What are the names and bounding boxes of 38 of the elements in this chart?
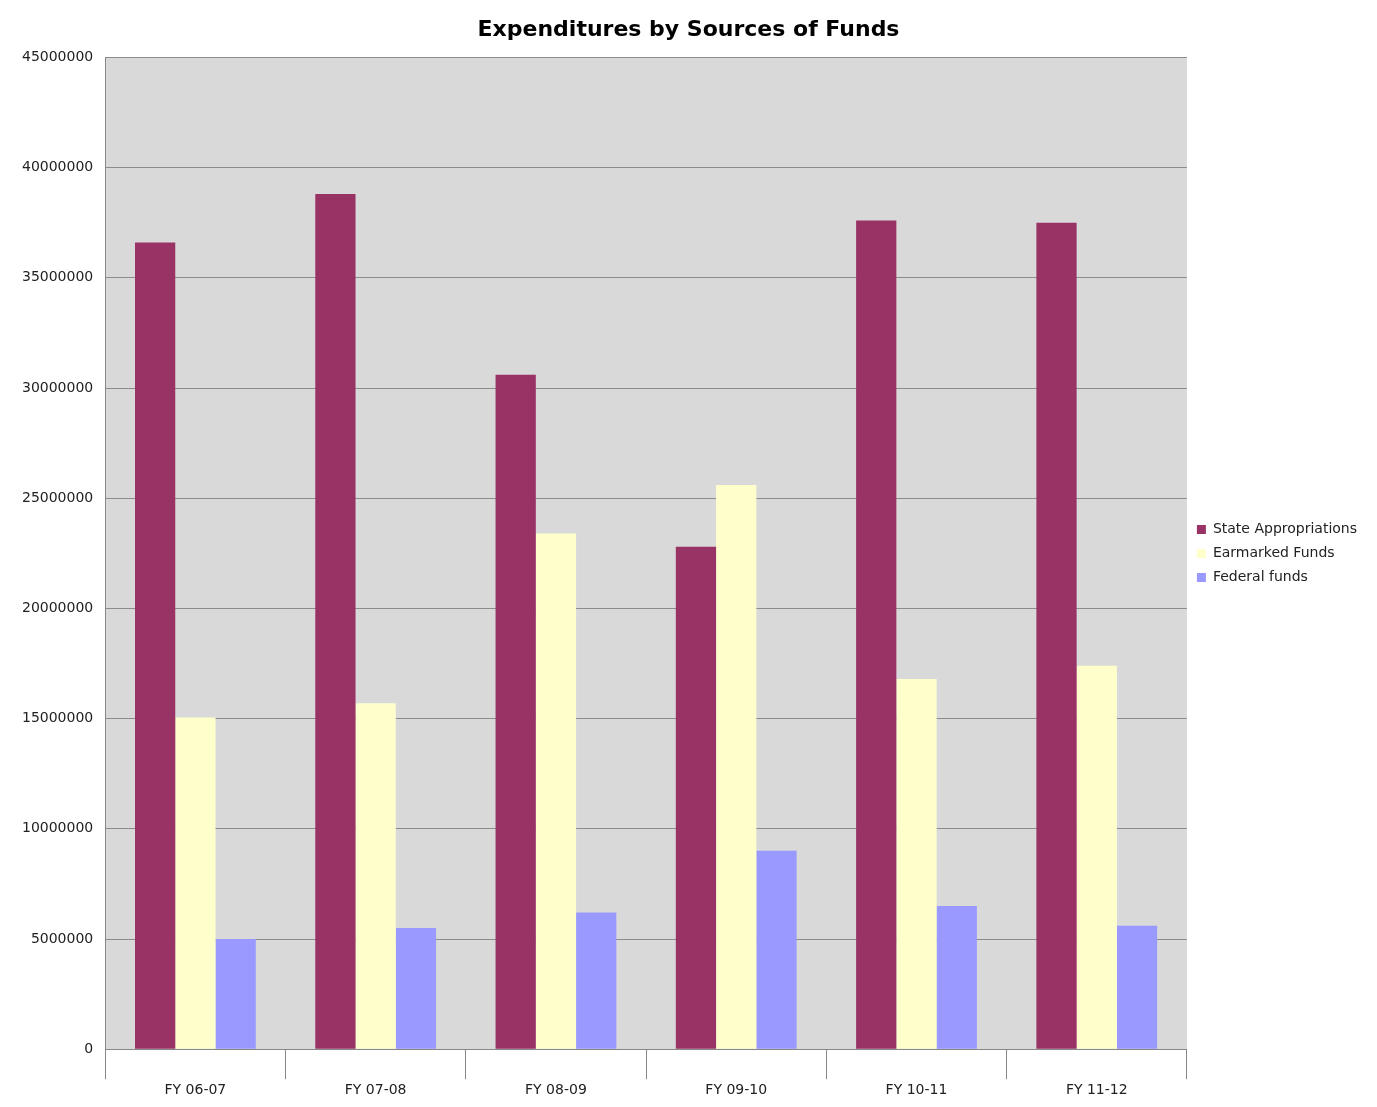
bar [856, 220, 897, 1049]
bar [675, 546, 717, 1049]
bar [936, 905, 977, 1049]
y-tick-label: 0 [84, 1039, 94, 1056]
y-tick-label: 25000000 [21, 488, 94, 505]
x-tick-label: FY 10-11 [885, 1081, 948, 1098]
y-tick-label: 20000000 [21, 599, 94, 616]
x-tick-label: FY 08-09 [525, 1081, 587, 1098]
x-tick-label: FY 11-12 [1065, 1081, 1128, 1098]
legend-label: State Appropriations [1212, 520, 1358, 537]
legend-label: Earmarked Funds [1212, 544, 1335, 561]
chart-title: Expenditures by Sources of Funds [477, 15, 900, 41]
bar [1036, 222, 1077, 1049]
legend-label: Federal funds [1212, 568, 1308, 585]
bar [395, 927, 437, 1049]
x-tick-label: FY 07-08 [344, 1081, 407, 1098]
x-tick-label: FY 09-10 [705, 1081, 768, 1098]
y-tick-label: 5000000 [30, 929, 94, 946]
bar [576, 912, 617, 1049]
bar [1076, 665, 1117, 1049]
y-tick-label: 30000000 [21, 378, 94, 395]
y-tick-label: 15000000 [21, 709, 94, 726]
y-tick-label: 40000000 [21, 158, 94, 175]
x-tick-label: FY 06-07 [164, 1081, 227, 1098]
bar [535, 533, 577, 1049]
bar [135, 242, 176, 1049]
y-tick-label: 35000000 [21, 268, 94, 285]
y-tick-label: 45000000 [21, 48, 94, 65]
bar [1116, 925, 1158, 1049]
bar [756, 850, 797, 1049]
bar [315, 194, 356, 1049]
bar [716, 484, 757, 1049]
bar [215, 939, 256, 1049]
bar [175, 717, 216, 1049]
bar [355, 703, 396, 1049]
bar [896, 678, 937, 1049]
y-tick-label: 10000000 [21, 819, 94, 836]
bar [495, 374, 536, 1049]
